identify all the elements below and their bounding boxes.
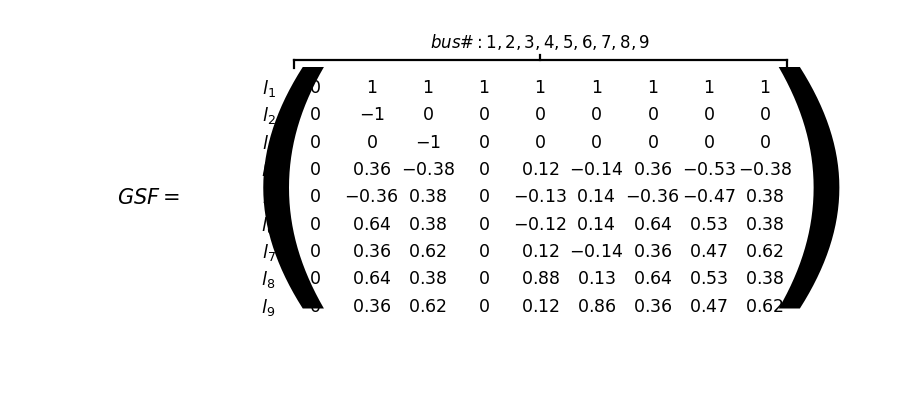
Text: $0$: $0$ [477,189,489,206]
Text: $0$: $0$ [309,162,321,179]
Text: $0$: $0$ [534,107,546,124]
Text: $1$: $1$ [365,80,377,97]
Text: $0.64$: $0.64$ [632,271,671,288]
Text: $0$: $0$ [477,243,489,260]
Text: $l_{1}$: $l_{1}$ [262,78,275,99]
Text: $0$: $0$ [309,271,321,288]
Text: $0$: $0$ [365,134,377,151]
Text: $0.12$: $0.12$ [520,298,559,315]
Text: $0.14$: $0.14$ [575,189,615,206]
Text: $1$: $1$ [421,80,433,97]
Text: $0.38$: $0.38$ [744,216,784,233]
Text: $0.14$: $0.14$ [575,216,615,233]
Text: $1$: $1$ [646,80,658,97]
Text: $0$: $0$ [758,107,770,124]
Text: $0.36$: $0.36$ [351,162,391,179]
Text: $0.47$: $0.47$ [688,243,727,260]
Text: $-0.53$: $-0.53$ [681,162,735,179]
Text: $0$: $0$ [309,134,321,151]
Text: $l_{5}$: $l_{5}$ [262,187,275,208]
Text: $0$: $0$ [477,216,489,233]
Text: $0$: $0$ [477,107,489,124]
Text: $0$: $0$ [646,107,658,124]
Text: $1$: $1$ [759,80,769,97]
Text: $-1$: $-1$ [358,107,384,124]
Text: $0.86$: $0.86$ [576,298,615,315]
Text: $-0.38$: $-0.38$ [737,162,791,179]
Text: $0.36$: $0.36$ [351,243,391,260]
Text: $)$: $)$ [755,66,840,329]
Text: $l_{7}$: $l_{7}$ [262,241,275,262]
Text: $l_{8}$: $l_{8}$ [262,269,275,290]
Text: $0$: $0$ [477,271,489,288]
Text: $0$: $0$ [534,134,546,151]
Text: $0.53$: $0.53$ [688,216,728,233]
Text: $0.88$: $0.88$ [520,271,559,288]
Text: $-0.14$: $-0.14$ [568,162,622,179]
Text: $0$: $0$ [702,107,713,124]
Text: $0$: $0$ [309,216,321,233]
Text: $l_{2}$: $l_{2}$ [262,105,275,126]
Text: $0.62$: $0.62$ [408,243,446,260]
Text: $0$: $0$ [309,189,321,206]
Text: $-0.36$: $-0.36$ [344,189,398,206]
Text: $-0.38$: $-0.38$ [400,162,455,179]
Text: $-0.14$: $-0.14$ [568,243,622,260]
Text: $0.12$: $0.12$ [520,243,559,260]
Text: $0.36$: $0.36$ [632,243,672,260]
Text: $0.36$: $0.36$ [351,298,391,315]
Text: $-0.12$: $-0.12$ [513,216,566,233]
Text: $0$: $0$ [702,134,713,151]
Text: $0$: $0$ [309,298,321,315]
Text: $l_{9}$: $l_{9}$ [262,296,275,317]
Text: $0.38$: $0.38$ [408,271,446,288]
Text: $0$: $0$ [309,107,321,124]
Text: $0$: $0$ [421,107,433,124]
Text: $0$: $0$ [590,107,602,124]
Text: $-0.13$: $-0.13$ [512,189,566,206]
Text: $0$: $0$ [758,134,770,151]
Text: $l_{3}$: $l_{3}$ [262,132,275,153]
Text: $0.62$: $0.62$ [744,298,784,315]
Text: $1$: $1$ [590,80,602,97]
Text: $GSF =$: $GSF =$ [116,188,179,207]
Text: $bus\#:1,2,3,4,5,6,7,8,9$: $bus\#:1,2,3,4,5,6,7,8,9$ [429,32,649,52]
Text: $0$: $0$ [477,162,489,179]
Text: $l_{4}$: $l_{4}$ [261,160,275,181]
Text: $0.12$: $0.12$ [520,162,559,179]
Text: $1$: $1$ [702,80,713,97]
Text: $0$: $0$ [309,243,321,260]
Text: $-1$: $-1$ [414,134,440,151]
Text: $0$: $0$ [646,134,658,151]
Text: $-0.36$: $-0.36$ [625,189,679,206]
Text: $0.47$: $0.47$ [688,298,727,315]
Text: $0$: $0$ [477,298,489,315]
Text: $0.38$: $0.38$ [408,216,446,233]
Text: $1$: $1$ [478,80,489,97]
Text: $0.62$: $0.62$ [744,243,784,260]
Text: $0.64$: $0.64$ [352,271,391,288]
Text: $-0.47$: $-0.47$ [681,189,735,206]
Text: $l_{6}$: $l_{6}$ [262,214,275,235]
Text: $0.64$: $0.64$ [352,216,391,233]
Text: $0$: $0$ [309,80,321,97]
Text: $1$: $1$ [534,80,545,97]
Text: $0.62$: $0.62$ [408,298,446,315]
Text: $0.38$: $0.38$ [408,189,446,206]
Text: $0$: $0$ [590,134,602,151]
Text: $0.38$: $0.38$ [744,189,784,206]
Text: $0.36$: $0.36$ [632,298,672,315]
Text: $0.64$: $0.64$ [632,216,671,233]
Text: $0.38$: $0.38$ [744,271,784,288]
Text: $($: $($ [239,66,325,329]
Text: $0$: $0$ [477,134,489,151]
Text: $0.53$: $0.53$ [688,271,728,288]
Text: $0.36$: $0.36$ [632,162,672,179]
Text: $0.13$: $0.13$ [576,271,615,288]
